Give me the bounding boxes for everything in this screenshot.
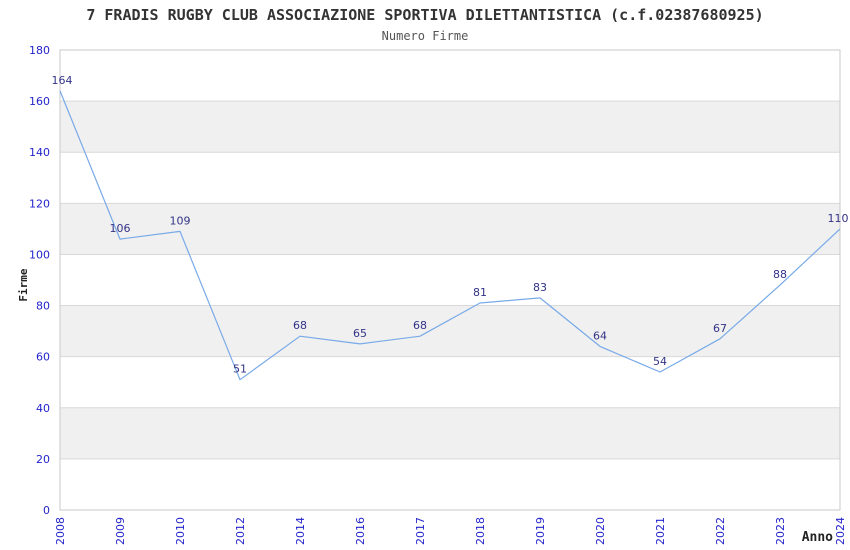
value-label: 68: [413, 319, 427, 332]
band-stripe: [60, 305, 840, 357]
y-tick-label: 20: [36, 453, 50, 466]
plot-border: [59, 49, 841, 511]
value-labels: 164 106 109 51 68 65 68 81 83 64 54 67 88 110: [52, 74, 849, 376]
value-label: 65: [353, 327, 367, 340]
value-label: 64: [593, 329, 607, 342]
value-label: 109: [170, 214, 191, 227]
plot-frame: [59, 49, 841, 511]
x-tick-label: 2020: [594, 517, 607, 545]
y-tick-label: 120: [29, 197, 50, 210]
x-tick-label: 2017: [414, 517, 427, 545]
x-tick-label: 2010: [174, 517, 187, 545]
x-tick-label: 2018: [474, 517, 487, 545]
gridlines: [60, 100, 840, 460]
y-tick-label: 0: [43, 504, 50, 517]
y-axis-title: Firme: [17, 268, 30, 301]
y-tick-label: 140: [29, 146, 50, 159]
axis-titles: Firme Anno: [17, 268, 833, 545]
data-line: [59, 90, 841, 381]
x-tick-label: 2009: [114, 517, 127, 545]
value-label: 51: [233, 363, 247, 376]
chart-subtitle: Numero Firme: [381, 29, 469, 43]
x-tick-label: 2014: [294, 517, 307, 545]
x-tick-label: 2024: [834, 517, 847, 545]
value-label: 68: [293, 319, 307, 332]
y-tick-label: 100: [29, 248, 50, 261]
value-label: 106: [110, 222, 131, 235]
x-tick-label: 2016: [354, 517, 367, 545]
x-tick-label: 2022: [714, 517, 727, 545]
value-label: 110: [828, 212, 849, 225]
band-stripe: [60, 407, 840, 459]
x-axis-title: Anno: [802, 530, 833, 545]
y-tick-label: 40: [36, 402, 50, 415]
chart-title: 7 FRADIS RUGBY CLUB ASSOCIAZIONE SPORTIV…: [86, 6, 764, 24]
x-tick-label: 2021: [654, 517, 667, 545]
y-axis-tick-labels: 0 20 40 60 80 100 120 140 160 180: [29, 44, 50, 517]
band-stripe: [60, 101, 840, 153]
value-label: 164: [52, 74, 73, 87]
value-label: 54: [653, 355, 667, 368]
x-axis-tick-labels: 2008 2009 2010 2012 2014 2016 2017 2018 2019 2020…: [54, 517, 847, 545]
value-label: 83: [533, 281, 547, 294]
value-label: 88: [773, 268, 787, 281]
y-tick-label: 60: [36, 351, 50, 364]
x-tick-label: 2023: [774, 517, 787, 545]
x-tick-label: 2012: [234, 517, 247, 545]
y-tick-label: 80: [36, 300, 50, 313]
value-label: 81: [473, 286, 487, 299]
y-tick-label: 160: [29, 95, 50, 108]
x-tick-label: 2008: [54, 517, 67, 545]
value-label: 67: [713, 322, 727, 335]
y-tick-label: 180: [29, 44, 50, 57]
x-tick-label: 2019: [534, 517, 547, 545]
band-stripe: [60, 203, 840, 255]
data-series: [59, 90, 841, 381]
background-bands: [60, 101, 840, 459]
